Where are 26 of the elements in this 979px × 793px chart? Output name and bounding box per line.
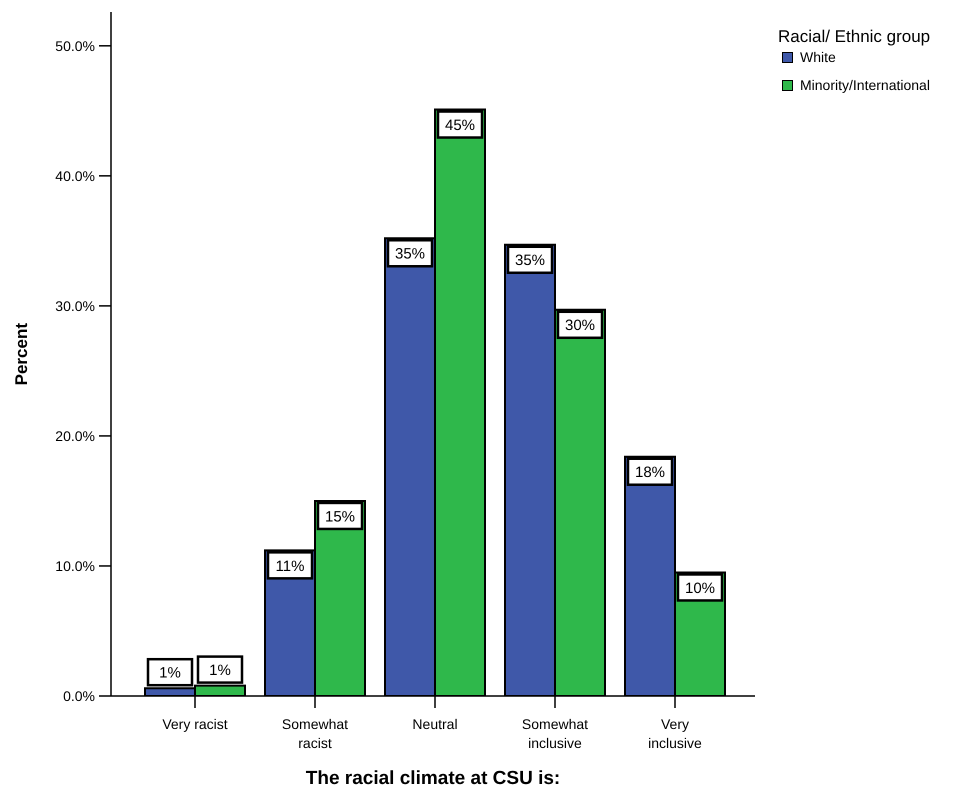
data-label: 35% [394, 246, 426, 263]
legend-title: Racial/ Ethnic group [778, 27, 930, 47]
data-label: 11% [276, 558, 304, 575]
data-label: 15% [324, 508, 356, 526]
y-tick-label: 50.0% [55, 38, 95, 54]
y-tick-label: 10.0% [55, 558, 95, 574]
data-label: 1% [209, 662, 231, 679]
x-tick-label: Somewhat inclusive [522, 716, 588, 751]
y-tick-label: 20.0% [55, 428, 95, 444]
x-tick-label: Somewhat racist [282, 716, 348, 751]
y-axis-title: Percent [12, 322, 32, 386]
legend-label: Minority/International [800, 77, 930, 93]
data-label: 35% [514, 252, 546, 270]
data-label: 18% [634, 464, 666, 482]
y-tick-label: 0.0% [63, 688, 95, 704]
x-tick-label: Very inclusive [648, 716, 702, 751]
y-tick-label: 30.0% [55, 298, 95, 314]
legend-label: White [800, 49, 836, 65]
x-tick-label: Neutral [412, 716, 458, 732]
data-label: 45% [444, 116, 476, 134]
y-tick-label: 40.0% [55, 168, 95, 184]
data-label: 1% [159, 664, 181, 682]
x-axis-title: The racial climate at CSU is: [306, 768, 560, 789]
data-label: 30% [564, 317, 596, 334]
data-label: 10% [684, 580, 716, 597]
x-tick-label: Very racist [162, 716, 228, 732]
